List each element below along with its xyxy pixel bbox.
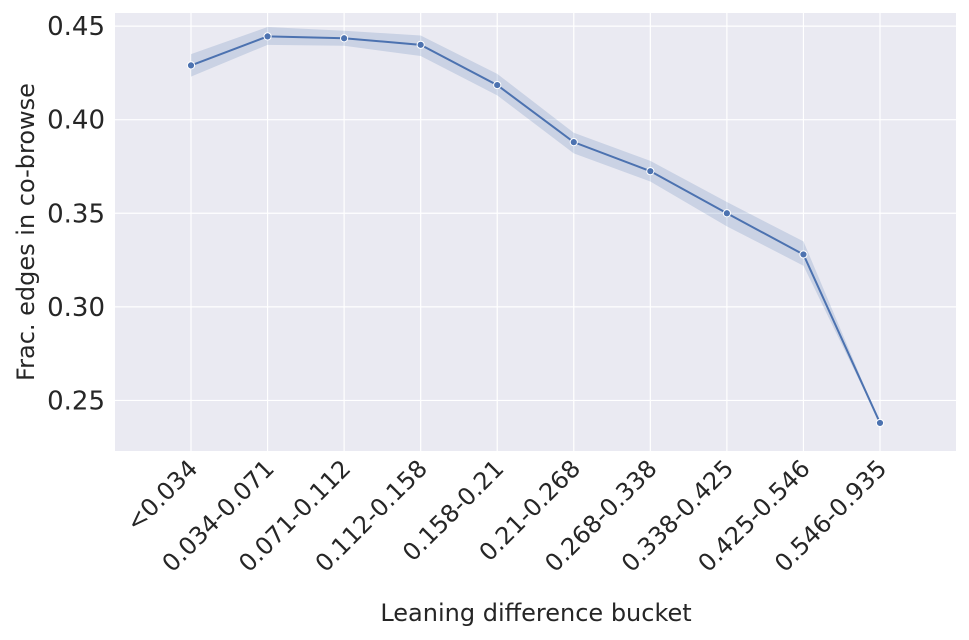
data-points (186, 32, 885, 428)
data-point (646, 167, 655, 176)
y-tick-label: 0.35 (47, 199, 105, 229)
x-tick-labels: <0.0340.034-0.0710.071-0.1120.112-0.1580… (121, 454, 893, 577)
data-point (493, 80, 502, 90)
data-point (799, 250, 808, 259)
confidence-band (191, 27, 880, 423)
data-point (416, 40, 425, 49)
y-tick-label: 0.25 (47, 386, 105, 416)
grid-lines (115, 13, 956, 451)
y-axis-label: Frac. edges in co-browse (12, 83, 40, 381)
y-tick-label: 0.45 (47, 12, 105, 42)
series-line (190, 35, 881, 424)
plot-background (115, 13, 956, 451)
data-point (186, 61, 196, 70)
data-point (263, 32, 272, 41)
data-point (722, 209, 731, 218)
x-axis-label: Leaning difference bucket (380, 599, 691, 627)
y-tick-label: 0.30 (47, 293, 105, 323)
y-tick-labels: 0.25 0.30 0.35 0.40 0.45 (47, 12, 105, 416)
y-tick-label: 0.40 (47, 106, 105, 136)
data-point (569, 138, 578, 147)
data-point (875, 418, 885, 428)
data-point (340, 34, 349, 43)
